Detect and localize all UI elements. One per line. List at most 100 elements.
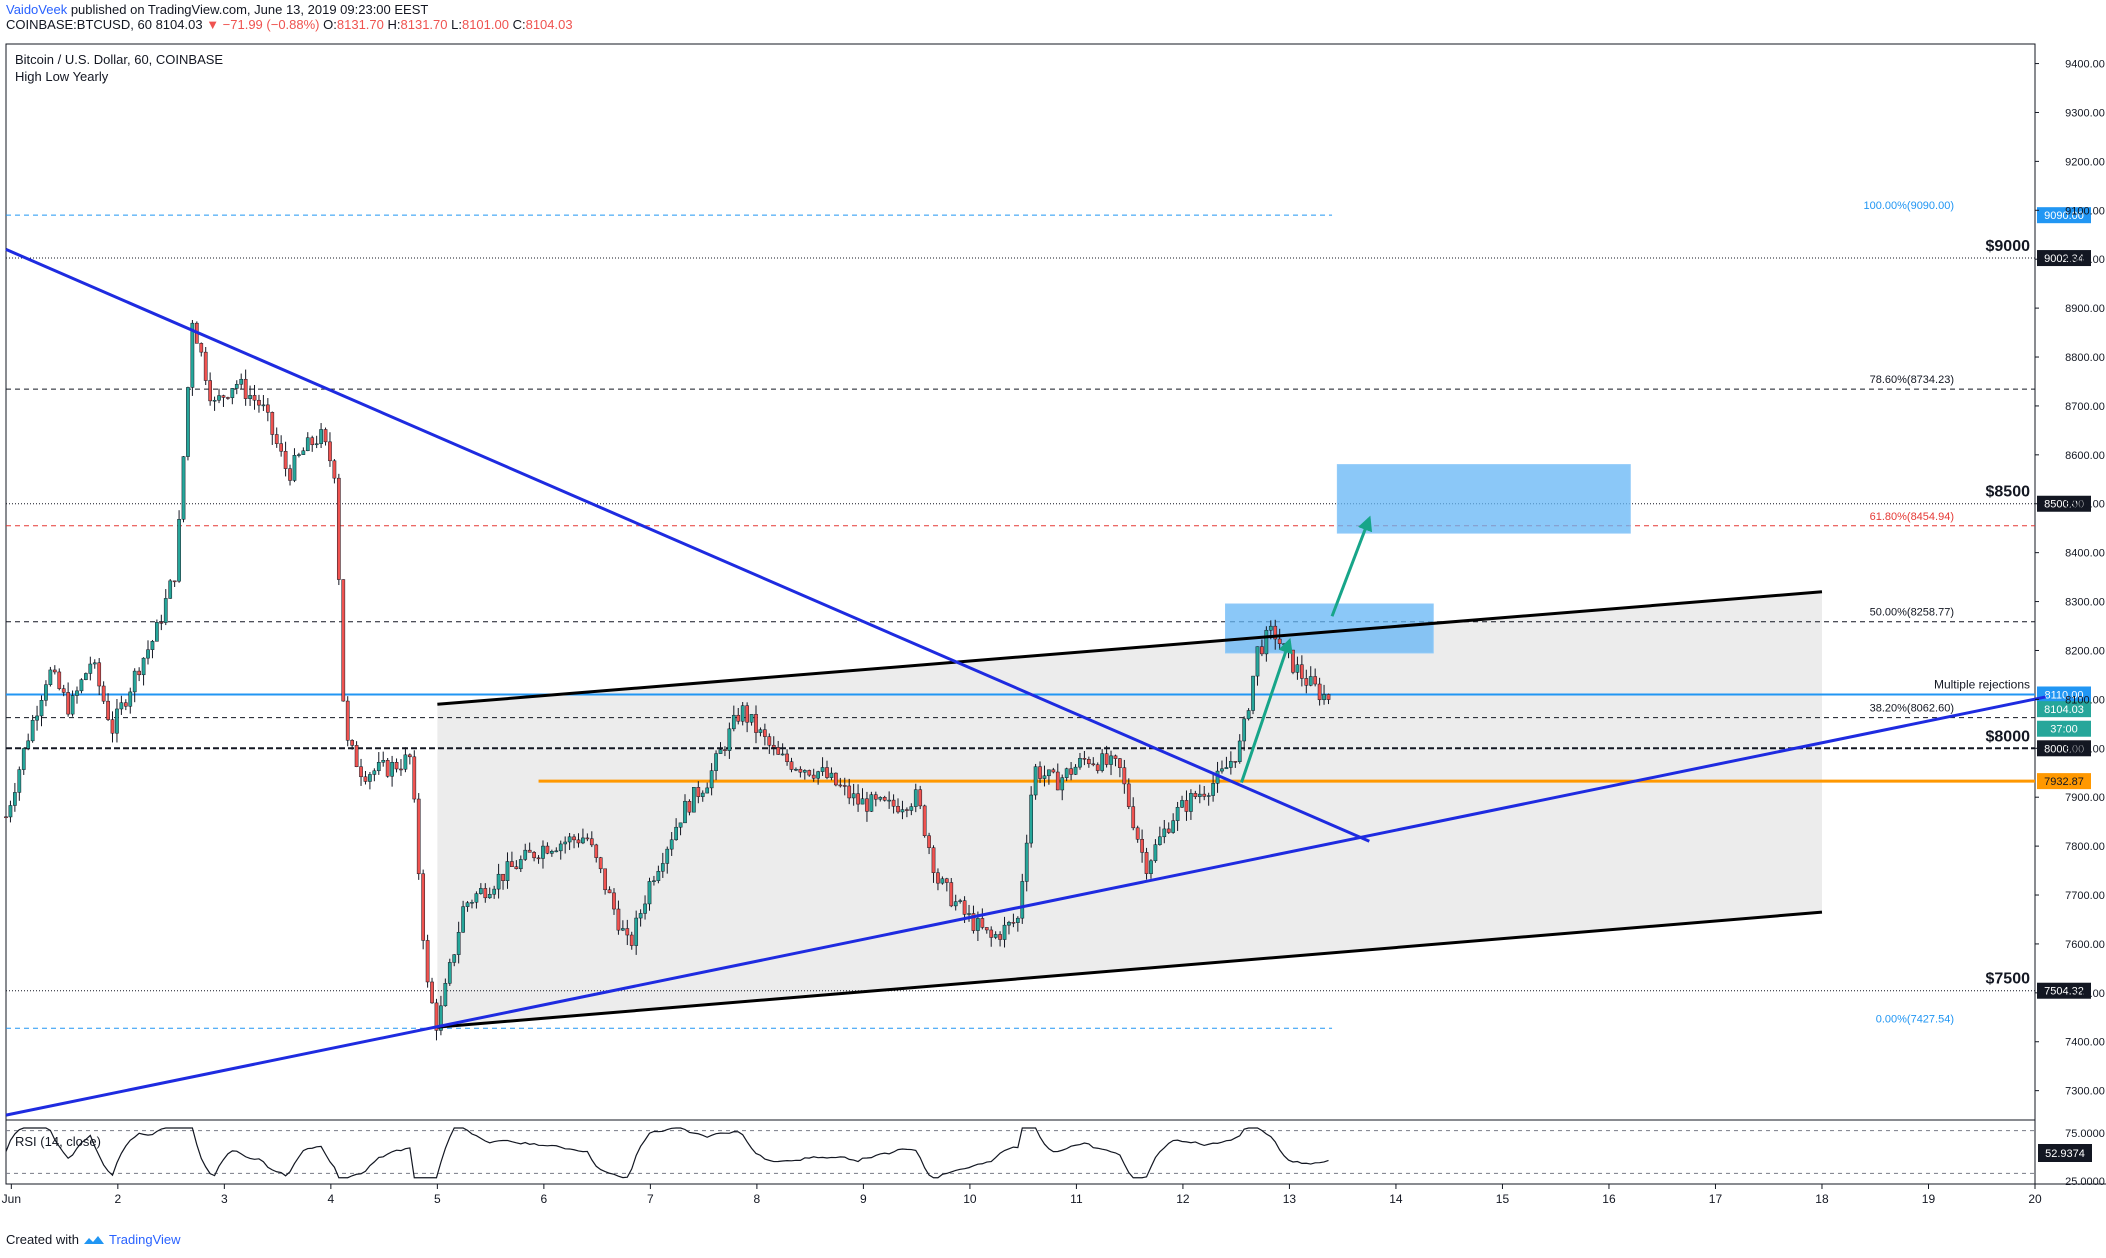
candle-up [13, 792, 17, 806]
chart-title: Bitcoin / U.S. Dollar, 60, COINBASE [15, 52, 223, 67]
candle-up [1322, 694, 1326, 701]
candle-up [953, 901, 958, 907]
channel-lower-line [437, 910, 1823, 1029]
y-tick-label: 8800.00 [2065, 352, 2105, 364]
high-label: H: [387, 17, 401, 32]
candle-down [252, 395, 257, 401]
candle-up [909, 806, 914, 811]
candle-up [212, 399, 217, 402]
candle-down [257, 399, 261, 406]
candle-down [97, 662, 102, 687]
candle-up [479, 888, 483, 894]
candle-up [692, 787, 696, 813]
candle-up [541, 845, 545, 859]
candle-down [798, 768, 803, 773]
candle-down [1122, 767, 1127, 785]
candle-down [922, 805, 927, 836]
candle-up [8, 805, 13, 818]
x-tick-label: 20 [2028, 1192, 2042, 1206]
last-price: 8104.03 [155, 17, 203, 32]
channel-upper-line [437, 590, 1823, 706]
candle-up [860, 798, 865, 805]
candle-down [345, 700, 350, 741]
y-tick-label: 7700.00 [2065, 890, 2105, 902]
candle-down [110, 719, 115, 734]
candle-up [39, 700, 44, 717]
candle-up [372, 770, 377, 775]
y-tick-label: 8700.00 [2065, 401, 2105, 413]
candle-up [301, 450, 306, 455]
candle-up [523, 849, 528, 860]
candle-up [709, 770, 714, 789]
footer: Created with TradingView [6, 1232, 181, 1247]
candle-down [625, 928, 630, 936]
y-tick-label: 7400.00 [2065, 1037, 2105, 1049]
candle-up [829, 772, 834, 778]
candle-up [314, 443, 319, 446]
candle-down [771, 744, 776, 748]
candle-down [1126, 783, 1131, 807]
candle-down [594, 844, 599, 858]
x-tick-label: 11 [1070, 1192, 1083, 1206]
candle-up [1024, 842, 1029, 882]
candle-up [217, 395, 221, 401]
candle-down [274, 434, 279, 444]
candle-up [1246, 710, 1251, 720]
x-tick-label: 3 [221, 1192, 228, 1206]
projection-arrow [1330, 515, 1373, 617]
candle-down [363, 776, 368, 782]
candle-down [243, 378, 248, 399]
candle-down [1113, 755, 1118, 759]
candle-up [678, 822, 683, 828]
candle-up [1255, 646, 1260, 677]
candle-down [1135, 827, 1140, 840]
candle-up [1149, 860, 1153, 874]
candle-down [918, 789, 923, 807]
round-level-label: $8500 [1986, 484, 2031, 501]
candle-down [425, 940, 430, 983]
candle-down [998, 934, 1002, 940]
candle-down [865, 798, 869, 812]
candle-up [88, 663, 93, 674]
candle-up [186, 387, 190, 457]
candle-up [1242, 718, 1247, 742]
author-link[interactable]: VaidoVeek [6, 2, 68, 17]
y-tick-label: 8500.00 [2065, 499, 2105, 511]
candle-down [807, 770, 812, 776]
round-level-tag [2037, 250, 2091, 267]
round-level-tag-text: 7504.32 [2044, 986, 2084, 998]
candle-down [838, 784, 843, 787]
candle-down [789, 761, 794, 770]
candle-down [407, 754, 412, 758]
candle-up [1073, 766, 1078, 775]
candle-up [993, 934, 998, 938]
candle-down [576, 839, 581, 844]
candle-up [465, 902, 470, 907]
candle-up [1268, 625, 1273, 631]
candle-down [603, 868, 607, 891]
y-tick-label: 8100.00 [2065, 694, 2105, 706]
candle-down [483, 888, 488, 899]
candle-up [75, 690, 79, 696]
y-tick-label: 8300.00 [2065, 597, 2105, 609]
candle-down [226, 397, 230, 399]
candle-down [1091, 763, 1096, 766]
support-tag [2037, 773, 2091, 790]
candle-up [727, 728, 732, 751]
candle-up [26, 740, 31, 749]
candle-up [163, 598, 168, 623]
x-tick-label: 6 [541, 1192, 548, 1206]
footer-brand[interactable]: TradingView [108, 1232, 181, 1247]
rsi-last-tag [2038, 1144, 2092, 1162]
footer-created-label: Created with [6, 1232, 79, 1247]
resistance-tag [2037, 686, 2091, 703]
candle-down [598, 857, 603, 870]
candle-up [368, 774, 372, 782]
candle-down [199, 343, 204, 353]
candle-up [660, 863, 665, 872]
candle-up [749, 714, 754, 723]
candle-up [505, 861, 510, 881]
rsi-line [5, 1127, 1329, 1179]
